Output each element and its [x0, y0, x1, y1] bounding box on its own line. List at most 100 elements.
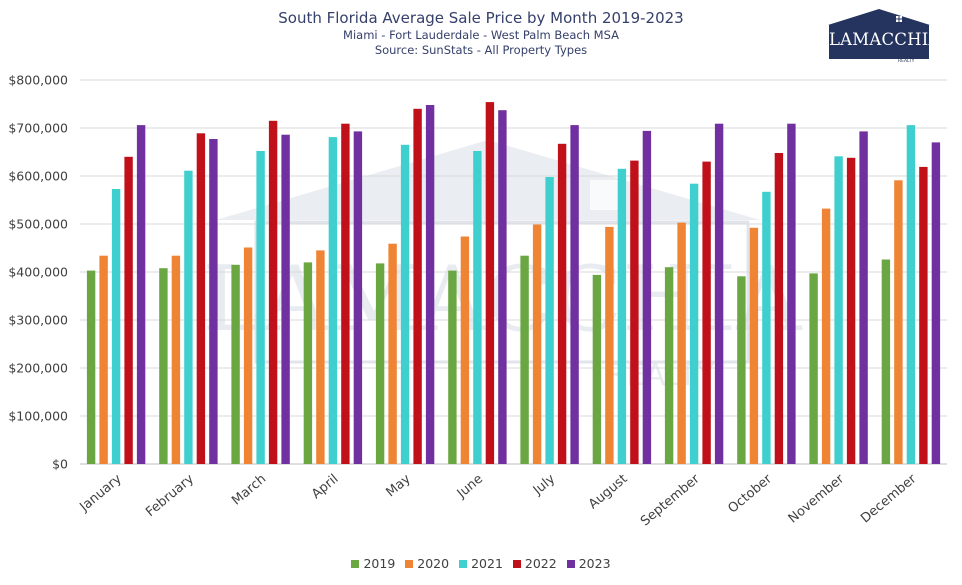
- chart-source: Source: SunStats - All Property Types: [374, 43, 588, 57]
- chart-titles: South Florida Average Sale Price by Mont…: [0, 9, 962, 58]
- bar-2019-april: [303, 262, 313, 464]
- x-tick-label: October: [725, 471, 775, 516]
- legend-swatch: [351, 559, 360, 568]
- y-tick-label: $500,000: [8, 217, 68, 232]
- y-tick-label: $300,000: [8, 313, 68, 328]
- bar-2019-december: [881, 259, 891, 464]
- bar-2022-october: [774, 153, 784, 464]
- bar-2020-july: [532, 224, 542, 464]
- legend-swatch: [512, 559, 521, 568]
- x-tick-label: September: [638, 471, 703, 529]
- x-tick-label: July: [530, 471, 559, 498]
- bar-2019-september: [664, 267, 674, 464]
- bar-2022-june: [485, 102, 495, 464]
- logo-box: [829, 25, 929, 59]
- legend-swatch: [566, 559, 575, 568]
- lamacchia-logo: LAMACCHIA REALTY: [826, 8, 941, 64]
- legend-item-2023: 2023: [566, 556, 611, 571]
- x-tick-label: December: [858, 471, 920, 526]
- bar-2019-august: [592, 274, 602, 464]
- bar-2023-august: [642, 130, 652, 464]
- legend-label: 2020: [417, 556, 450, 571]
- bar-2023-october: [787, 123, 796, 464]
- bar-2021-february: [184, 170, 193, 464]
- bar-2019-october: [737, 276, 746, 464]
- bar-2021-september: [689, 183, 699, 464]
- x-tick-label: February: [143, 471, 197, 520]
- bar-2019-june: [448, 270, 457, 464]
- logo-roof-icon: [828, 9, 930, 25]
- bar-2021-august: [617, 168, 627, 465]
- y-tick-label: $700,000: [8, 121, 68, 136]
- bar-2022-december: [919, 166, 928, 464]
- y-tick-label: $100,000: [8, 409, 68, 424]
- x-axis-labels: January February March April May June July Augu…: [77, 471, 920, 529]
- bar-2020-october: [749, 227, 759, 464]
- bar-2020-may: [388, 243, 397, 464]
- bar-2020-march: [243, 247, 253, 464]
- x-tick-label: June: [454, 472, 486, 502]
- bar-2019-may: [375, 263, 385, 464]
- bar-2021-march: [256, 151, 265, 464]
- bar-2023-november: [859, 131, 868, 464]
- x-tick-label: January: [77, 471, 125, 515]
- legend-label: 2023: [578, 556, 611, 571]
- bar-2022-february: [196, 133, 206, 465]
- bar-2021-december: [906, 125, 916, 464]
- bar-2020-september: [677, 222, 686, 464]
- bar-2020-december: [894, 180, 903, 465]
- y-tick-label: $200,000: [8, 361, 68, 376]
- bar-2021-june: [473, 151, 482, 464]
- bar-2021-january: [111, 189, 121, 464]
- legend-item-2019: 2019: [351, 556, 395, 571]
- bar-2020-april: [316, 250, 325, 464]
- y-axis-labels: $0 $100,000 $200,000 $300,000 $400,000 $500,0…: [8, 73, 68, 472]
- x-tick-label: May: [383, 471, 413, 500]
- watermark-window: [590, 180, 620, 210]
- bar-2022-april: [341, 123, 350, 464]
- y-tick-label: $0: [52, 457, 68, 472]
- y-tick-label: $400,000: [8, 265, 68, 280]
- bar-2022-july: [557, 143, 567, 465]
- bar-2021-october: [762, 191, 771, 465]
- legend-label: 2022: [524, 556, 557, 571]
- legend-item-2022: 2022: [512, 556, 557, 571]
- y-tick-label: $600,000: [8, 169, 68, 184]
- x-tick-label: August: [586, 472, 630, 513]
- bar-2021-november: [834, 156, 843, 465]
- x-tick-label: March: [229, 472, 269, 509]
- bar-2022-november: [846, 157, 856, 465]
- bar-2022-march: [268, 120, 278, 465]
- legend: 2019 2020 2021 2022 2023: [0, 556, 962, 571]
- bar-2021-april: [328, 137, 338, 464]
- bar-2023-january: [136, 125, 146, 464]
- bars: [86, 102, 941, 465]
- bar-2020-august: [605, 226, 614, 464]
- bar-2023-september: [714, 123, 724, 464]
- legend-swatch: [405, 559, 414, 568]
- bar-2020-november: [821, 208, 831, 464]
- legend-label: 2019: [363, 556, 396, 571]
- bar-2023-april: [353, 131, 363, 464]
- logo-text: LAMACCHIA: [829, 30, 941, 49]
- bar-2023-march: [281, 134, 290, 464]
- bar-2022-january: [124, 156, 133, 465]
- bar-2021-may: [400, 144, 410, 465]
- bar-2021-july: [545, 177, 554, 464]
- y-tick-label: $800,000: [8, 73, 68, 88]
- bar-2019-march: [231, 264, 240, 464]
- bar-2019-july: [520, 255, 529, 464]
- chart-subtitle: Miami - Fort Lauderdale - West Palm Beac…: [343, 28, 619, 42]
- bar-2023-december: [931, 142, 941, 464]
- legend-item-2021: 2021: [459, 556, 503, 571]
- bar-2022-august: [630, 160, 639, 464]
- bar-2019-january: [86, 270, 96, 464]
- chart-title: South Florida Average Sale Price by Mont…: [278, 9, 684, 27]
- x-tick-label: November: [786, 471, 848, 526]
- logo-subtext: REALTY: [898, 59, 915, 64]
- legend-swatch: [459, 559, 468, 568]
- gridlines: [80, 79, 947, 465]
- bar-2020-january: [99, 255, 108, 464]
- x-tick-label: April: [309, 472, 341, 503]
